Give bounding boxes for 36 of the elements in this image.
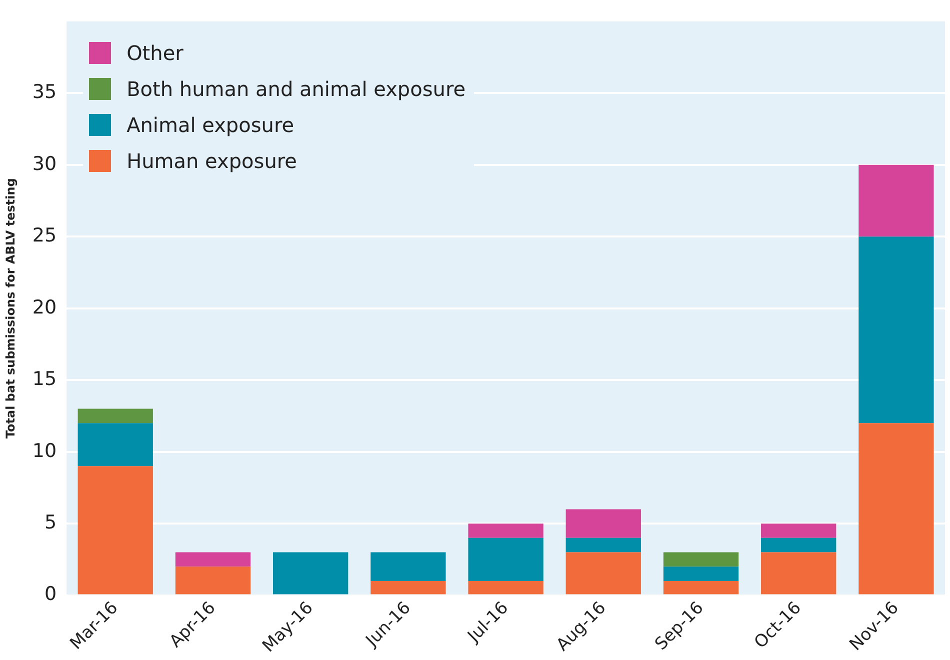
bar bbox=[566, 552, 641, 594]
bar bbox=[663, 566, 739, 581]
bar bbox=[175, 552, 251, 567]
bar bbox=[761, 538, 836, 552]
bar bbox=[468, 524, 544, 538]
legend-label: Animal exposure bbox=[126, 113, 294, 138]
bar bbox=[78, 466, 153, 594]
bar bbox=[663, 580, 739, 594]
y-tick-label: 25 bbox=[32, 224, 57, 247]
bar bbox=[175, 566, 251, 594]
legend-label: Other bbox=[126, 41, 184, 66]
bar bbox=[468, 580, 544, 594]
bar bbox=[566, 509, 641, 538]
bar bbox=[370, 552, 446, 581]
y-tick-label: 0 bbox=[44, 583, 57, 606]
bar bbox=[468, 538, 544, 581]
y-tick-label: 5 bbox=[44, 512, 57, 534]
y-tick-label: 30 bbox=[32, 152, 57, 175]
bar bbox=[858, 236, 934, 424]
bar bbox=[761, 524, 836, 538]
legend-label: Both human and animal exposure bbox=[126, 77, 466, 102]
bar bbox=[858, 164, 934, 237]
bar bbox=[566, 538, 641, 552]
legend-label: Human exposure bbox=[126, 149, 297, 174]
bar bbox=[78, 423, 153, 466]
y-axis-title: Total bat submissions for ABLV testing bbox=[3, 178, 18, 439]
y-tick-label: 35 bbox=[32, 81, 57, 104]
bar bbox=[370, 580, 446, 594]
bar bbox=[78, 408, 153, 424]
y-tick-label: 10 bbox=[32, 440, 57, 462]
bar bbox=[663, 552, 739, 567]
bar bbox=[858, 423, 934, 594]
y-tick-label: 20 bbox=[32, 296, 57, 318]
bar bbox=[273, 552, 348, 594]
bar bbox=[761, 552, 836, 594]
y-tick-label: 15 bbox=[32, 368, 57, 390]
